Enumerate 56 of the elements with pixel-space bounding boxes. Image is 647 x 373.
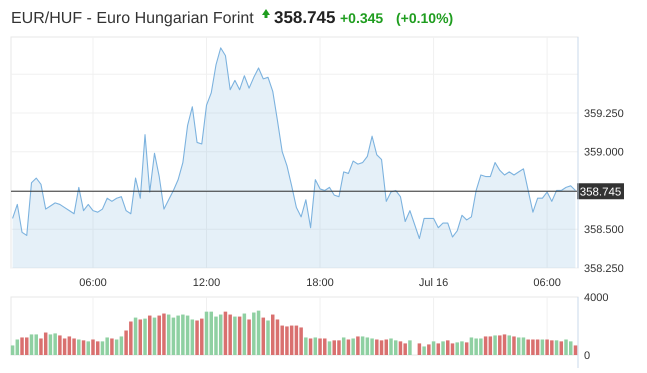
bar	[446, 340, 450, 355]
bar	[304, 337, 308, 355]
bar	[512, 336, 516, 355]
bar	[238, 316, 242, 355]
bar	[247, 319, 251, 355]
bar	[418, 343, 422, 355]
bar	[86, 341, 90, 355]
bar	[408, 340, 412, 355]
bar	[422, 346, 426, 355]
bar	[351, 338, 355, 355]
bar	[82, 340, 86, 355]
bar	[346, 339, 350, 355]
bar	[427, 344, 431, 355]
bar	[464, 342, 468, 355]
bar	[77, 339, 81, 355]
bar	[314, 337, 318, 355]
chart-title: EUR/HUF - Euro Hungarian Forint	[11, 10, 254, 27]
bar	[242, 314, 246, 355]
bar	[262, 318, 266, 355]
bar	[568, 341, 572, 355]
bar	[342, 337, 346, 355]
text: +0.345	[340, 10, 384, 26]
bar	[432, 341, 436, 355]
bar	[152, 318, 156, 355]
bar	[138, 319, 142, 355]
bar	[266, 320, 270, 355]
text: (+0.10%)	[396, 10, 454, 26]
y-tick-label: 0	[584, 350, 590, 362]
y-tick-label: 359.250	[584, 108, 624, 120]
bar	[574, 345, 578, 355]
bar	[134, 318, 138, 355]
x-tick-label: 06:00	[533, 277, 561, 289]
bar	[110, 338, 114, 355]
y-tick-label: 359.000	[584, 146, 624, 159]
y-tick-label: 358.250	[584, 263, 624, 275]
bar	[554, 340, 558, 355]
bar	[148, 316, 152, 355]
x-tick-label: 12:00	[192, 277, 220, 289]
bar	[436, 343, 440, 355]
text: 358.745	[274, 8, 336, 27]
bar	[328, 341, 332, 355]
bar	[441, 341, 445, 355]
bar	[233, 316, 237, 355]
y-tick-label: 358.500	[584, 224, 624, 236]
bar	[508, 335, 512, 355]
bar	[356, 336, 360, 355]
bar	[560, 341, 564, 355]
x-tick-label: 06:00	[79, 277, 107, 289]
x-tick-label: Jul 16	[418, 277, 448, 289]
bar	[143, 318, 147, 355]
bar	[493, 335, 497, 355]
bar	[540, 339, 544, 355]
y-tick-label: 4000	[584, 292, 608, 304]
ref-line-label: 358.745	[580, 186, 622, 198]
x-tick-label: 18:00	[306, 277, 334, 289]
bar	[308, 338, 312, 355]
